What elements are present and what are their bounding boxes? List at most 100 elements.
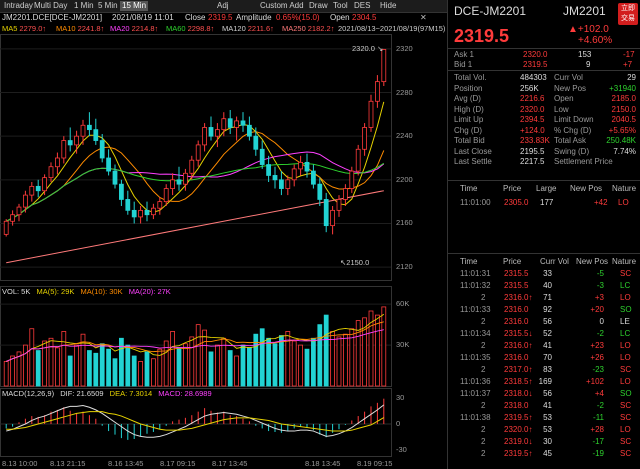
tick-row[interactable]: 11:01:32 2315.5 40 -3 LC	[448, 281, 640, 291]
tick-cell: 56	[543, 389, 552, 398]
stat-cell: % Chg (D)	[554, 125, 592, 135]
tab-adj[interactable]: Adj	[217, 1, 229, 10]
tick-cell: +26	[590, 353, 604, 362]
price-change: ▲+102.0	[568, 24, 609, 35]
tick-cell: 45	[543, 449, 552, 458]
tick-cell: 83	[543, 365, 552, 374]
tick-cell: SC	[620, 449, 632, 458]
stat-row: Total Vol. 484303 Curr Vol 29	[448, 73, 640, 83]
volume-bar	[29, 328, 35, 387]
stat-cell: 2320.0	[520, 104, 545, 114]
tick-cell: SO	[620, 389, 632, 398]
tick-cell: +4	[594, 389, 604, 398]
volume-bar	[163, 340, 169, 387]
tick-row[interactable]: 2 2319.0↓ 30 -17 SC	[448, 437, 640, 447]
trade-now-button[interactable]: 立即交易	[618, 3, 638, 25]
volume-bar	[151, 358, 156, 387]
stat-row: High (D) 2320.0 Low 2150.0	[448, 105, 640, 115]
candle	[202, 123, 207, 152]
stat-cell: Last Close	[454, 146, 492, 156]
tick-cell: LO	[620, 293, 631, 302]
tick-cell: 2316.0↑	[504, 341, 533, 350]
time-tick: 8.16 13:45	[108, 459, 144, 468]
volume-bar	[375, 314, 380, 387]
tick-row[interactable]: 2 2316.0↑ 71 +3 LO	[448, 293, 640, 303]
tick-cell: 33	[543, 269, 552, 278]
vol-title: VOL: 5K	[2, 287, 31, 296]
tick-row[interactable]: 2 2316.0↑ 41 +23 LO	[448, 341, 640, 351]
stat-row: Total Bid 233.83K Total Ask 250.48K	[448, 136, 640, 146]
tick-cell: LO	[620, 353, 631, 362]
tick-cell: SO	[620, 305, 632, 314]
tab-15-min[interactable]: 15 Min	[120, 1, 149, 11]
tab-hide[interactable]: Hide	[380, 1, 397, 10]
stat-cell: 29	[627, 73, 636, 82]
stat-cell: +124.0	[520, 125, 545, 135]
bid-row[interactable]: Bid 1 2319.5 9 +7	[454, 60, 633, 69]
tab-multi-day[interactable]: Multi Day	[34, 1, 68, 10]
volume-indicator-label: VOL: 5K MA(5): 29K MA(10): 30K MA(20): 2…	[2, 287, 171, 296]
tick-row[interactable]: 2 2316.0 56 0 LE	[448, 317, 640, 327]
tick-row[interactable]: 2 2320.0↑ 53 +28 LO	[448, 425, 640, 435]
tick-row[interactable]: 11:01:37 2318.0↓ 56 +4 SO	[448, 389, 640, 399]
volume-bar	[35, 350, 41, 387]
candle	[55, 152, 60, 175]
volume-bar	[349, 328, 355, 387]
tick-row[interactable]: 2 2317.0↑ 83 -23 SC	[448, 365, 640, 375]
stat-cell: 2216.6	[520, 94, 545, 103]
tick-cell: 0	[599, 317, 604, 326]
tick-row[interactable]: 11:01:36 2318.5↑ 169 +102 LO	[448, 377, 640, 387]
tick-cell: 11:01:36	[460, 377, 491, 386]
tab-intraday[interactable]: Intraday	[4, 1, 33, 10]
tab-draw[interactable]: Draw	[309, 1, 328, 10]
candle	[311, 164, 316, 189]
stat-cell: Low	[554, 104, 569, 114]
candle	[336, 195, 342, 217]
stat-cell: Limit Down	[554, 115, 594, 124]
dea-line	[6, 411, 385, 432]
price-tick: 2200	[396, 174, 413, 184]
tick-cell: 53	[543, 425, 552, 434]
volume-bar	[381, 306, 387, 387]
tick-cell: 11:01:32	[460, 281, 491, 290]
tick-row[interactable]: 11:01:35 2316.0 70 +26 LO	[448, 353, 640, 363]
tick-row[interactable]: 11:01:31 2315.5 33 -5 SC	[448, 269, 640, 279]
tick-row[interactable]: 11:01:38 2319.5↑ 53 -11 SC	[448, 413, 640, 423]
tick-cell: 41	[543, 341, 552, 350]
info-close-icon[interactable]: ✕	[420, 13, 427, 22]
ma-line	[5, 162, 385, 222]
large-trade-row[interactable]: 11:01:00 2305.0 177 +42 LO	[460, 198, 629, 207]
ma250-line	[6, 190, 384, 264]
tab-1-min[interactable]: 1 Min	[74, 1, 94, 10]
macd-tick: -30	[396, 445, 407, 455]
tick-row[interactable]: 11:01:33 2316.0 92 +20 SO	[448, 305, 640, 315]
candle	[119, 179, 124, 206]
tick-row[interactable]: 11:01:34 2315.5↓ 52 -2 LC	[448, 329, 640, 339]
stat-cell: Open	[554, 94, 574, 103]
tab-des[interactable]: DES	[354, 1, 371, 10]
moving-average-bar: MA5 2279.0↑ MA10 2241.8↑ MA20 2214.8↑ MA60 2298…	[0, 24, 447, 34]
tab-tool[interactable]: Tool	[333, 1, 348, 10]
candle	[3, 219, 9, 237]
tab-5-min[interactable]: 5 Min	[98, 1, 118, 10]
tick-cell: SC	[620, 269, 632, 278]
chart-area[interactable]	[0, 34, 447, 469]
volume-bar	[291, 340, 297, 387]
candle	[61, 136, 67, 164]
stat-cell: Curr Vol	[554, 73, 583, 82]
contract-name: DCE-JM2201	[454, 4, 527, 18]
tick-row[interactable]: 2 2318.0 41 -2 SC	[448, 401, 640, 411]
tab-custom-add[interactable]: Custom Add	[260, 1, 304, 10]
tick-cell: LO	[620, 425, 631, 434]
high-annotation: 2320.0 ↘	[352, 44, 384, 53]
candle	[304, 153, 310, 178]
stat-cell: 2040.5	[611, 115, 636, 124]
tick-cell: 2	[481, 365, 486, 374]
tick-cell: LE	[620, 317, 630, 326]
volume-bar	[55, 347, 60, 387]
tick-row[interactable]: 2 2319.5↑ 45 -19 SC	[448, 449, 640, 459]
tick-cell: +23	[590, 341, 604, 350]
volume-bar	[131, 355, 137, 387]
ask-row[interactable]: Ask 1 2320.0 153 -17	[454, 50, 635, 59]
candle	[35, 179, 41, 198]
